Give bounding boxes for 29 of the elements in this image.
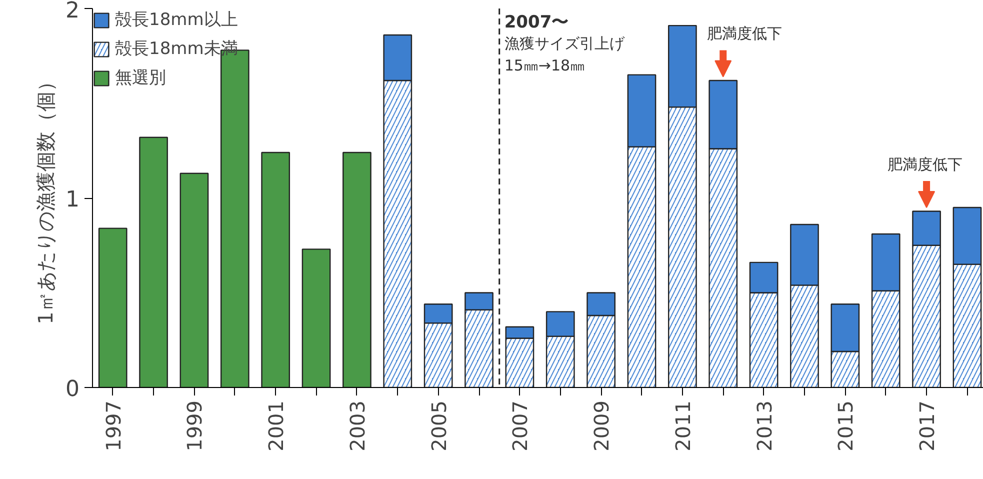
x-tick-label: 2007 — [508, 400, 532, 452]
legend-label: 殻長18mm以上 — [115, 9, 238, 31]
x-tick-label: 2013 — [752, 400, 776, 452]
bar — [139, 136, 168, 388]
annotation: 肥満度低下 — [888, 155, 963, 174]
x-tick-label: 2003 — [345, 400, 370, 452]
x-tick-label: 2009 — [590, 400, 614, 452]
y-tick-label: 0 — [66, 377, 80, 402]
x-tick-label: 1997 — [101, 400, 126, 452]
x-tick-label: 2011 — [670, 400, 695, 452]
x-tick-label: 2015 — [834, 400, 858, 452]
annotation: 15㎜→18㎜ — [504, 56, 586, 74]
bar — [180, 172, 209, 388]
bar — [261, 152, 290, 388]
bar — [98, 228, 128, 388]
bar — [342, 152, 372, 388]
annotation: 肥満度低下 — [707, 24, 782, 43]
annotation: 漁獲サイズ引上げ — [504, 34, 626, 52]
x-tick-label: 1999 — [182, 400, 207, 452]
bar — [302, 248, 331, 388]
x-tick-label: 2001 — [264, 400, 288, 452]
ref-line-label: 2007〜 — [504, 12, 569, 32]
y-tick-label: 1 — [66, 188, 80, 212]
x-tick-label: 2017 — [915, 400, 940, 452]
y-tick-label: 2 — [66, 0, 80, 24]
legend-label: 殻長18mm未満 — [115, 38, 238, 60]
legend-label: 無選別 — [115, 67, 166, 89]
x-tick-label: 2005 — [426, 400, 451, 452]
y-axis-title: 1㎡あたりの漁獲個数（個） — [34, 72, 58, 324]
